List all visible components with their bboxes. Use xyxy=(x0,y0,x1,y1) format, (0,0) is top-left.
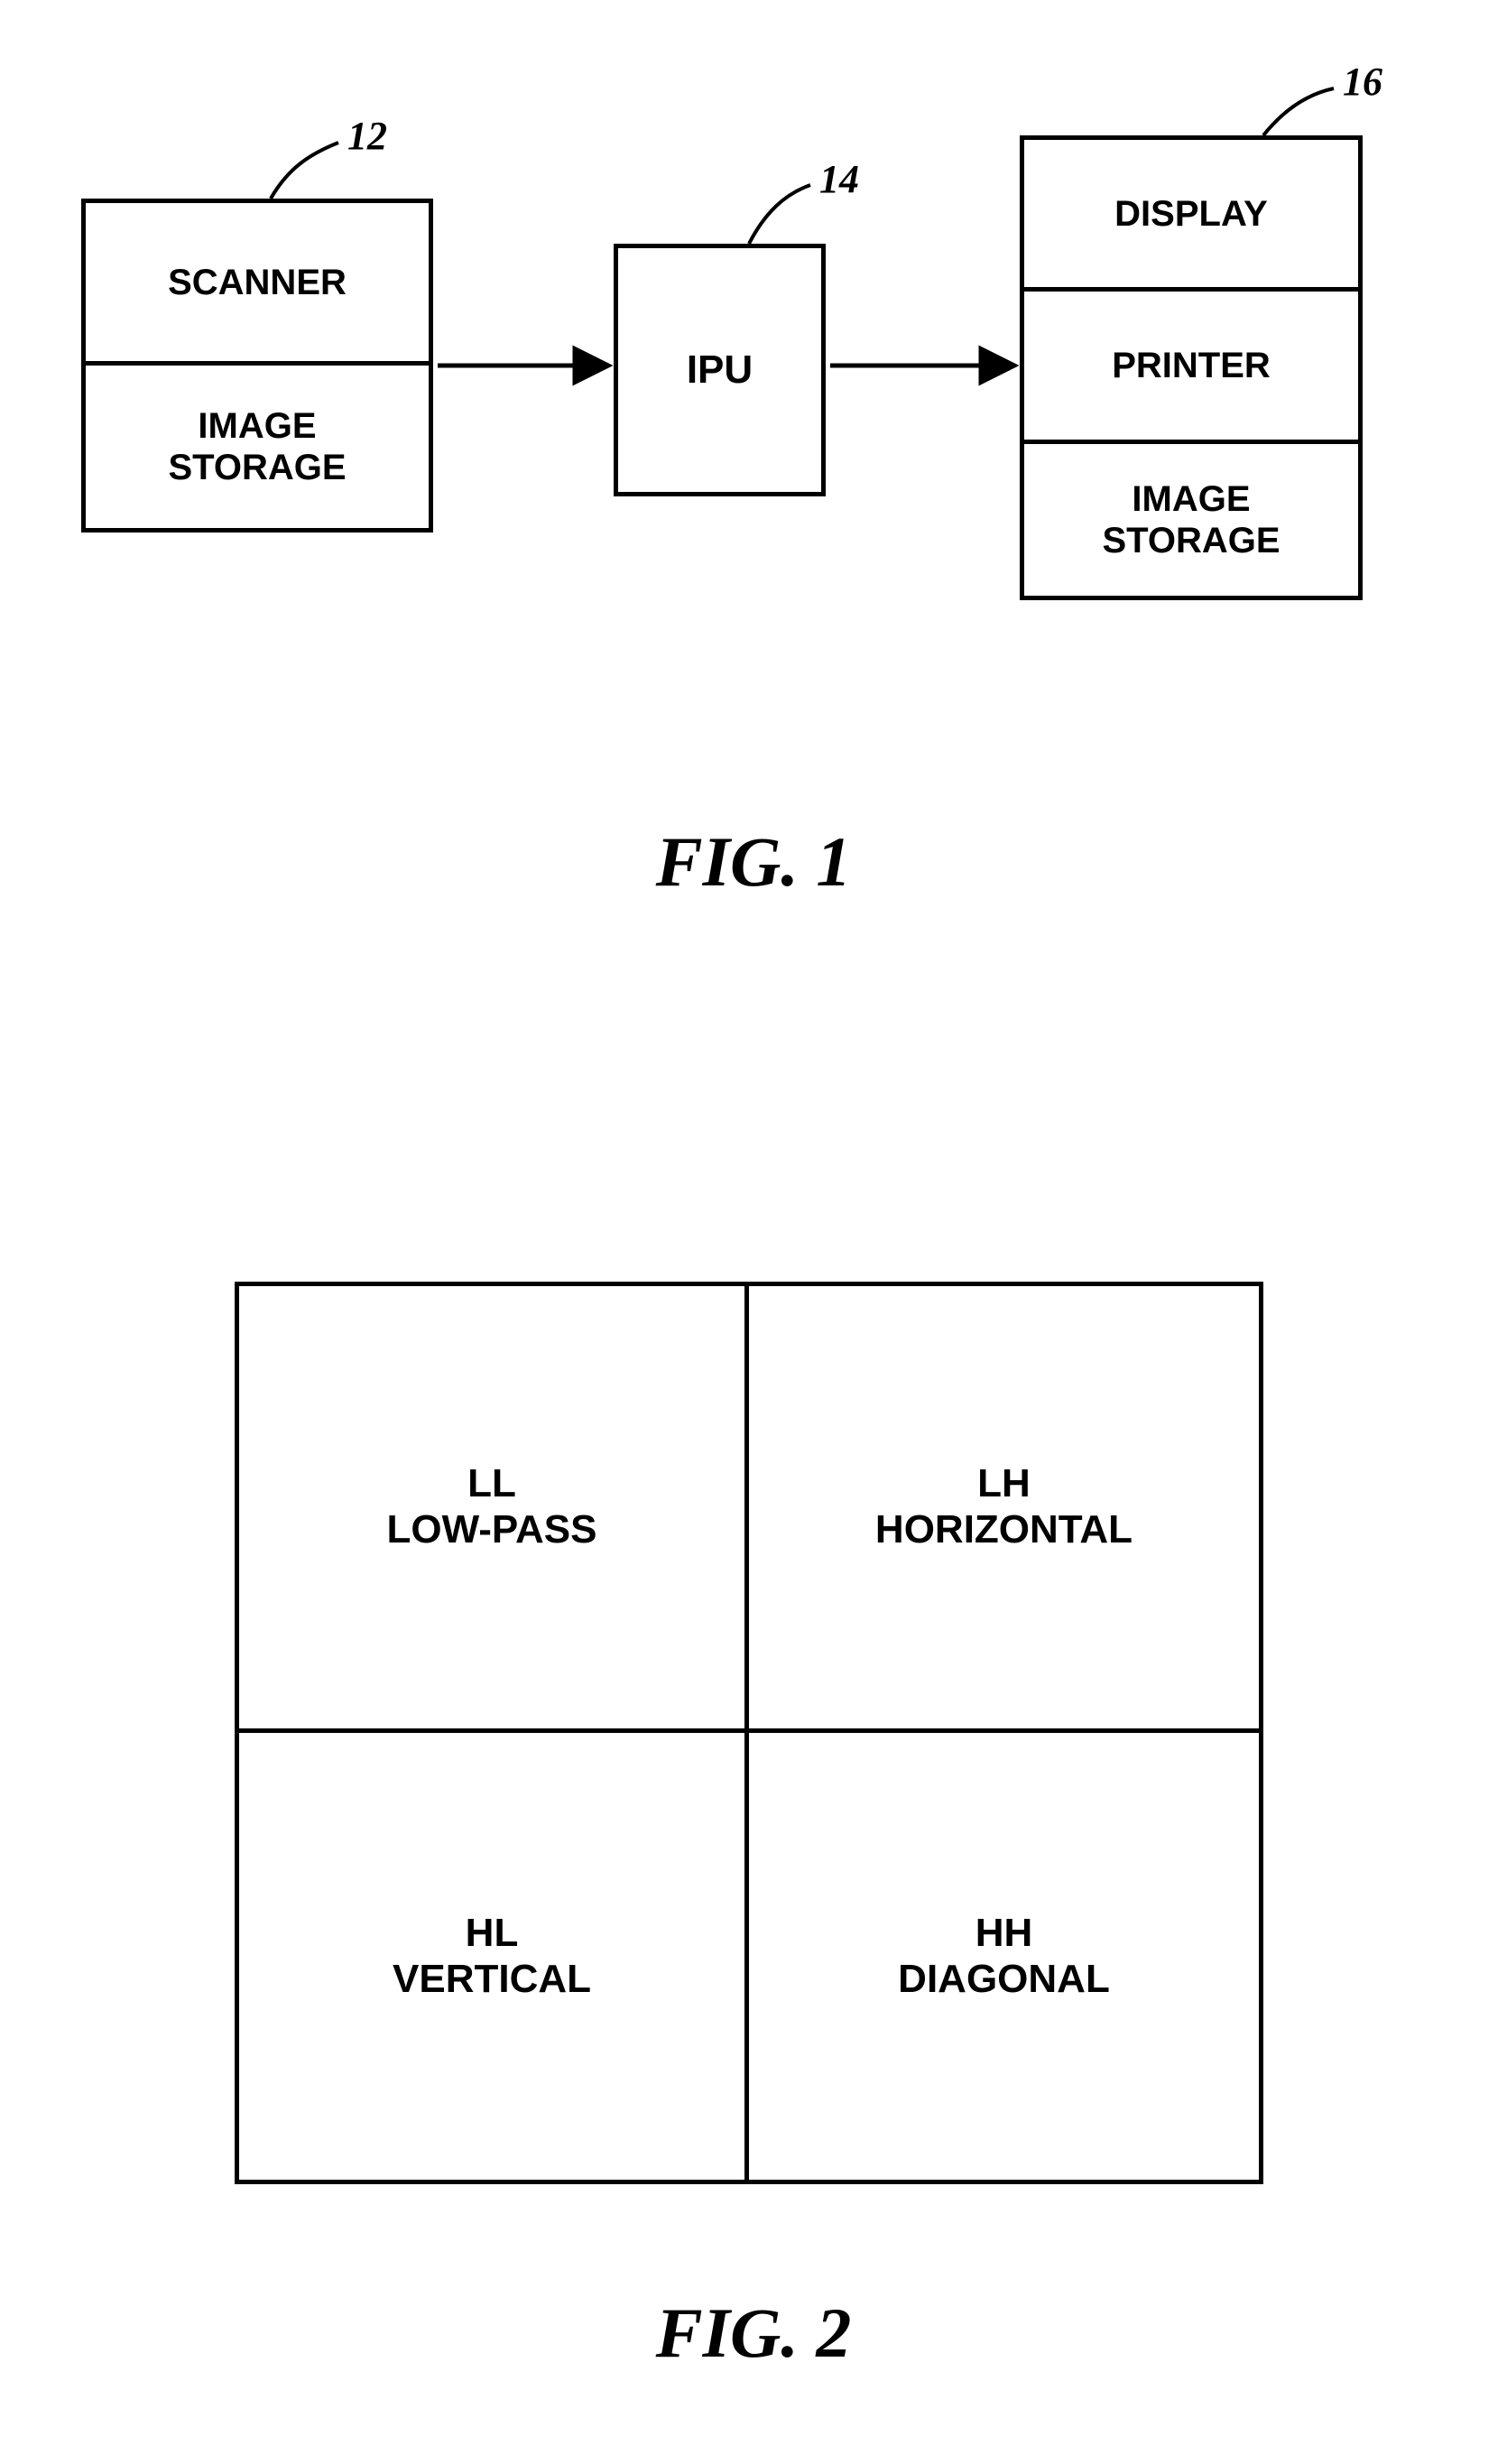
right-box: DISPLAY PRINTER IMAGE STORAGE xyxy=(1020,135,1363,600)
left-box-scanner: SCANNER xyxy=(86,203,429,366)
left-box-image-storage: IMAGE STORAGE xyxy=(86,366,429,528)
figure-1: 12 14 16 SCANNER IMAGE STORAGE IPU DISPL… xyxy=(81,81,1426,713)
figure-2: LL LOW-PASS LH HORIZONTAL HL VERTICAL HH… xyxy=(235,1282,1263,2274)
figure-2-caption: FIG. 2 xyxy=(0,2293,1507,2374)
quadrant-hh: HH DIAGONAL xyxy=(749,1733,1259,2180)
wavelet-grid: LL LOW-PASS LH HORIZONTAL HL VERTICAL HH… xyxy=(235,1282,1263,2184)
quadrant-lh: LH HORIZONTAL xyxy=(749,1286,1259,1733)
ref-label-16: 16 xyxy=(1343,59,1382,105)
figure-1-caption: FIG. 1 xyxy=(0,821,1507,903)
page: 12 14 16 SCANNER IMAGE STORAGE IPU DISPL… xyxy=(0,0,1507,2464)
right-box-printer: PRINTER xyxy=(1024,292,1358,443)
right-box-image-storage: IMAGE STORAGE xyxy=(1024,444,1358,596)
quadrant-hl: HL VERTICAL xyxy=(239,1733,749,2180)
left-box: SCANNER IMAGE STORAGE xyxy=(81,199,433,533)
ref-label-14: 14 xyxy=(819,156,859,202)
middle-box-ipu: IPU xyxy=(614,244,826,496)
ref-label-12: 12 xyxy=(347,113,387,159)
quadrant-ll: LL LOW-PASS xyxy=(239,1286,749,1733)
right-box-display: DISPLAY xyxy=(1024,140,1358,292)
